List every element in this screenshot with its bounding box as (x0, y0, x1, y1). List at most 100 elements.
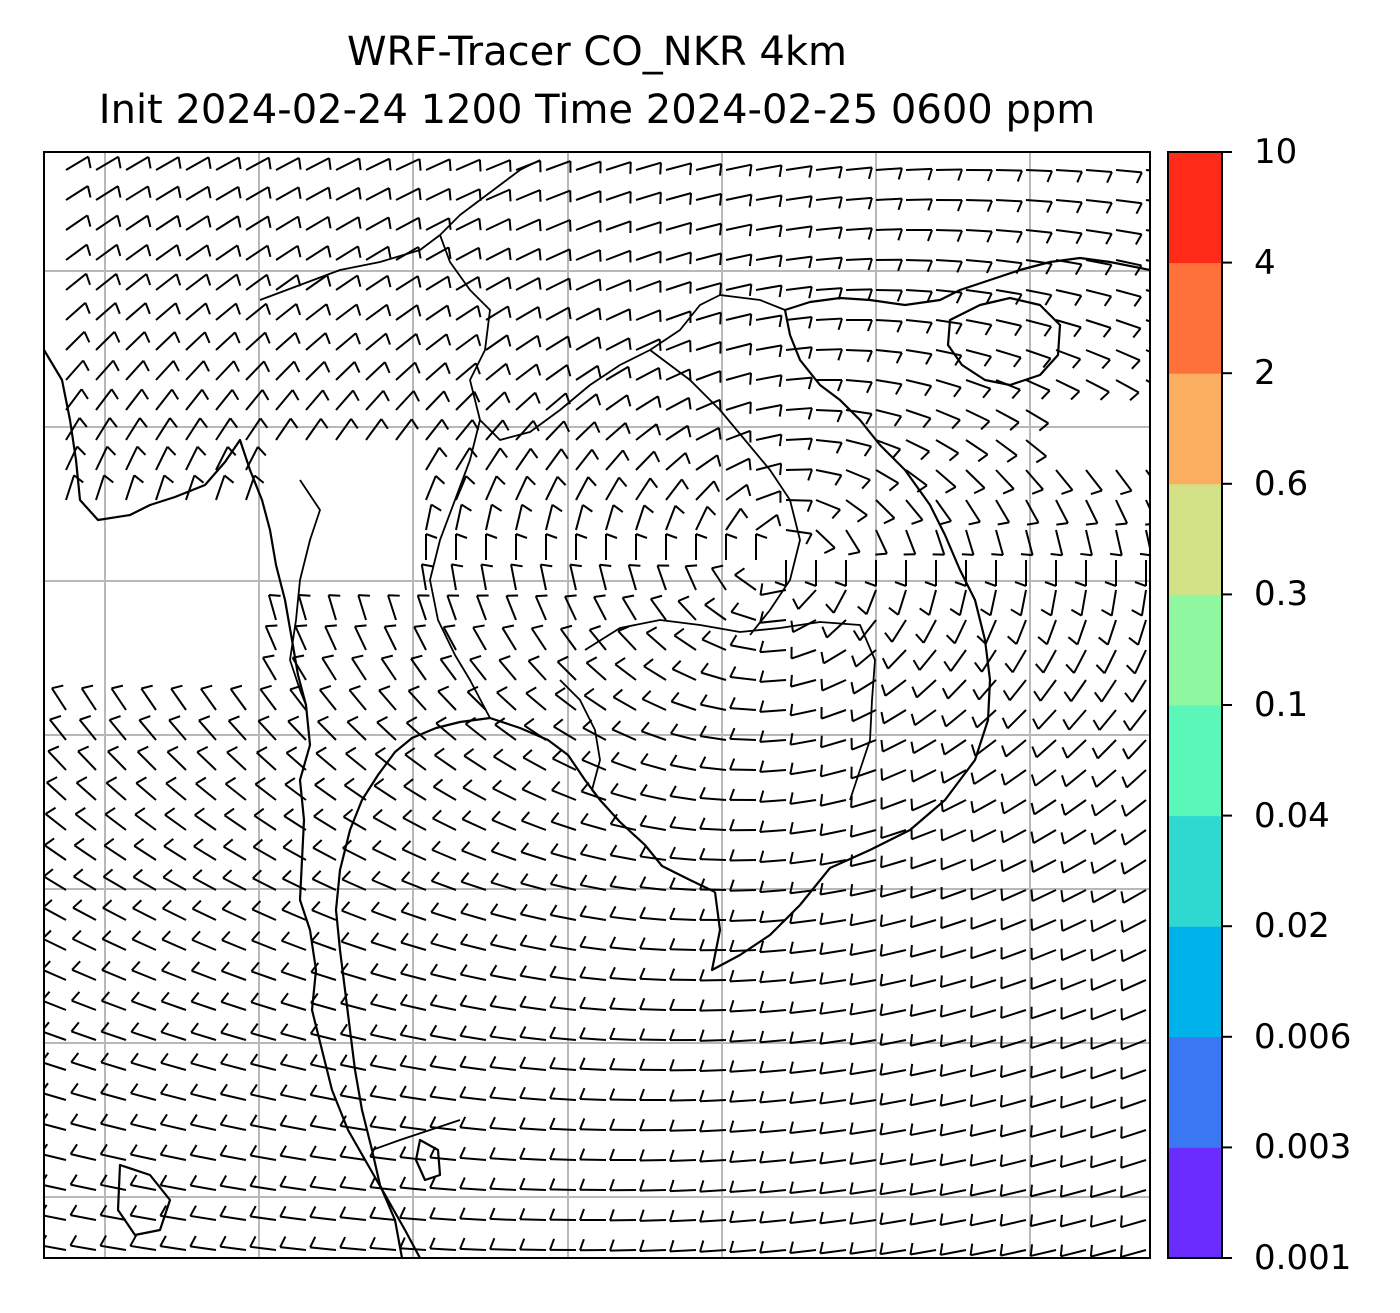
wind-barb (789, 703, 817, 717)
wind-barb (965, 409, 991, 431)
wind-barb (185, 156, 212, 171)
wind-barb (196, 745, 217, 771)
wind-barb (515, 218, 542, 232)
wind-barb (665, 504, 685, 531)
wind-barb (1055, 469, 1074, 495)
wind-barb (585, 656, 607, 681)
wind-barb (815, 317, 843, 331)
wind-barb (245, 273, 272, 291)
wind-barb (185, 273, 212, 291)
wind-barb (130, 1083, 157, 1101)
wind-barb (1120, 919, 1147, 933)
wind-barb (545, 533, 558, 560)
wind-barb (790, 619, 817, 634)
wind-barb (639, 1179, 667, 1192)
wind-barb (1025, 349, 1052, 369)
wind-barb (65, 185, 92, 201)
wind-barb (549, 1087, 577, 1101)
wind-barb (935, 168, 963, 181)
wind-barb (785, 376, 813, 390)
wind-barb (545, 277, 572, 291)
wind-barb (941, 709, 967, 728)
colorbar-tick-label: 4 (1254, 242, 1276, 283)
wind-barb (669, 1239, 697, 1253)
wind-barb (695, 480, 721, 501)
wind-barb (665, 478, 689, 501)
wind-barb (1000, 976, 1027, 990)
wind-barb (1025, 379, 1051, 400)
wind-barb (635, 367, 662, 381)
wind-barb (1090, 889, 1117, 904)
wind-barb (365, 216, 392, 231)
wind-barb (459, 1025, 487, 1041)
wind-barb (1010, 589, 1027, 617)
colorbar (1167, 151, 1232, 1259)
wind-barb (519, 1117, 547, 1131)
wind-barb (1089, 1185, 1117, 1199)
wind-barb (317, 715, 337, 741)
wind-barb (324, 624, 337, 651)
wind-barb (365, 245, 392, 261)
wind-barb (1122, 709, 1147, 732)
wind-barb (348, 685, 367, 711)
wind-barb (100, 1082, 127, 1101)
wind-barb (342, 839, 367, 861)
wind-barb (321, 654, 337, 681)
wind-barb (605, 476, 628, 501)
wind-barb (699, 1089, 727, 1103)
wind-barb (160, 991, 187, 1011)
wind-barb (880, 709, 907, 725)
wind-barb (215, 273, 242, 291)
wind-barb (639, 1118, 667, 1132)
wind-barb (785, 225, 813, 239)
wind-barb (912, 649, 937, 671)
wind-barb (249, 1175, 277, 1191)
wind-barb (665, 221, 692, 235)
wind-barb (819, 1091, 847, 1105)
wind-barb (999, 1214, 1027, 1227)
wind-barb (165, 776, 187, 801)
wind-barb (617, 625, 637, 651)
wind-barb (1060, 1125, 1087, 1139)
wind-barb (609, 1209, 637, 1222)
wind-barb (245, 215, 272, 231)
wind-barb (669, 785, 697, 801)
wind-barb (640, 752, 667, 771)
wind-barb (287, 715, 307, 741)
wind-barb (759, 1030, 787, 1044)
wind-barb (131, 960, 157, 981)
wind-barb (875, 379, 903, 395)
country-borders (259, 159, 876, 1151)
wind-barb (1060, 977, 1087, 991)
wind-barb (759, 1210, 787, 1224)
wind-barb (755, 224, 783, 238)
wind-barb (251, 931, 277, 951)
wind-barb (785, 499, 813, 512)
wind-barb (223, 807, 247, 831)
wind-barb (579, 1238, 607, 1252)
wind-barb (665, 533, 678, 560)
wind-barb (1055, 319, 1082, 338)
wind-barb (995, 259, 1023, 275)
wind-barb (400, 932, 427, 951)
wind-barb (549, 1178, 577, 1191)
wind-barb (261, 654, 277, 681)
wind-barb (665, 452, 691, 471)
wind-barb (669, 1149, 697, 1162)
wind-barb (215, 244, 242, 261)
wind-barb (815, 256, 843, 270)
wind-barb (519, 1026, 547, 1041)
wind-barb (875, 197, 903, 211)
wind-barb (564, 594, 577, 621)
wind-barb (635, 221, 662, 234)
wind-barb (945, 619, 967, 645)
wind-barb (611, 720, 637, 741)
wind-barb (515, 159, 542, 173)
wind-barb (341, 870, 367, 891)
wind-barb (460, 871, 487, 891)
wind-barb (935, 289, 963, 304)
wind-barb (549, 873, 577, 891)
wind-barb (365, 157, 392, 171)
wind-barb (80, 684, 97, 711)
wind-barb (545, 306, 572, 321)
